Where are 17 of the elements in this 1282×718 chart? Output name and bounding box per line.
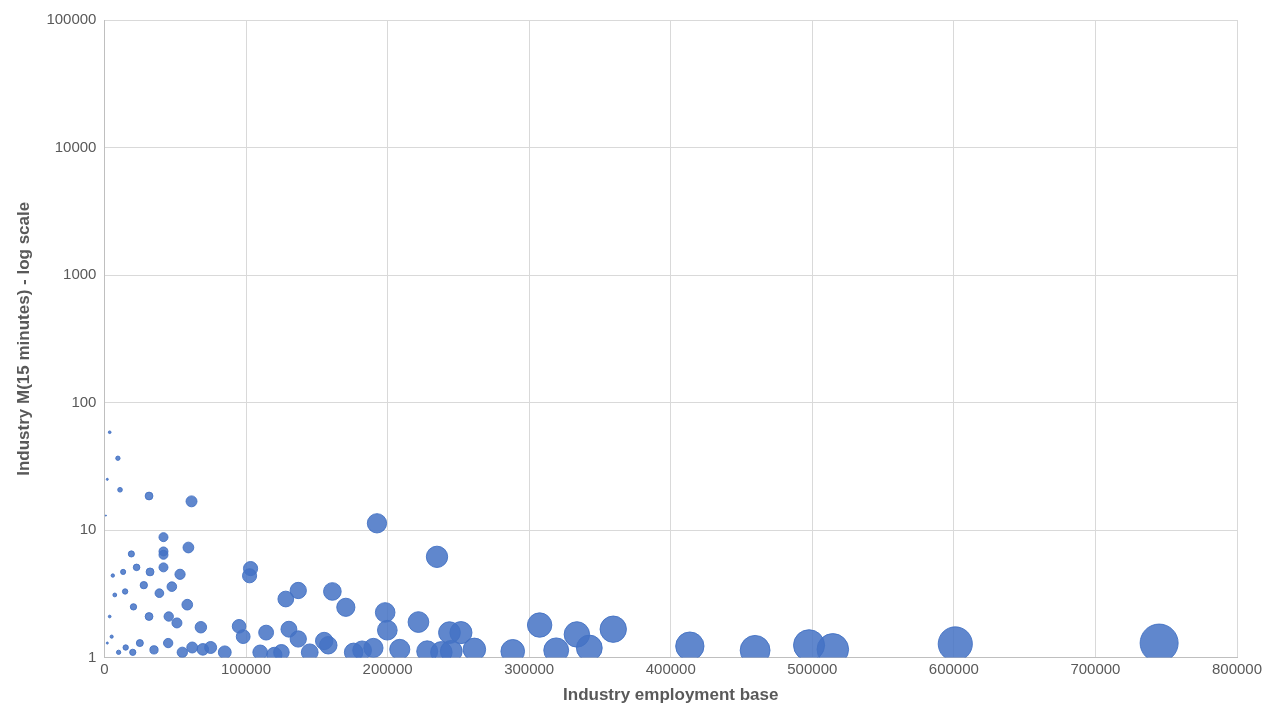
x-tick-label: 300000 <box>504 659 555 677</box>
x-tick-label: 500000 <box>787 659 838 677</box>
y-tick-label: 1 <box>88 647 97 665</box>
y-tick-label: 100000 <box>46 10 97 28</box>
x-tick-label: 0 <box>100 659 109 677</box>
y-tick-label: 1000 <box>63 265 97 283</box>
x-axis-title: Industry employment base <box>563 685 779 705</box>
x-tick-label: 200000 <box>362 659 413 677</box>
x-tick-label: 100000 <box>220 659 272 677</box>
x-tick-label: 400000 <box>645 659 696 677</box>
x-tick-label: 600000 <box>928 659 979 677</box>
x-tick-label: 800000 <box>1211 659 1263 677</box>
y-tick-label: 10000 <box>54 137 97 155</box>
y-tick-label: 10 <box>79 520 97 538</box>
y-axis-title: Industry M(15 minutes) - log scale <box>13 201 33 476</box>
x-tick-label: 700000 <box>1070 659 1121 677</box>
y-tick-label: 100 <box>71 392 97 410</box>
